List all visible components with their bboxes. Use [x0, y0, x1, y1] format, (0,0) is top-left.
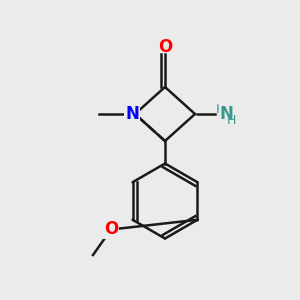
Text: H: H [227, 114, 236, 127]
Text: O: O [104, 220, 118, 238]
Text: H: H [216, 103, 225, 116]
Text: O: O [158, 38, 172, 56]
Text: N: N [220, 105, 233, 123]
Text: N: N [125, 105, 139, 123]
